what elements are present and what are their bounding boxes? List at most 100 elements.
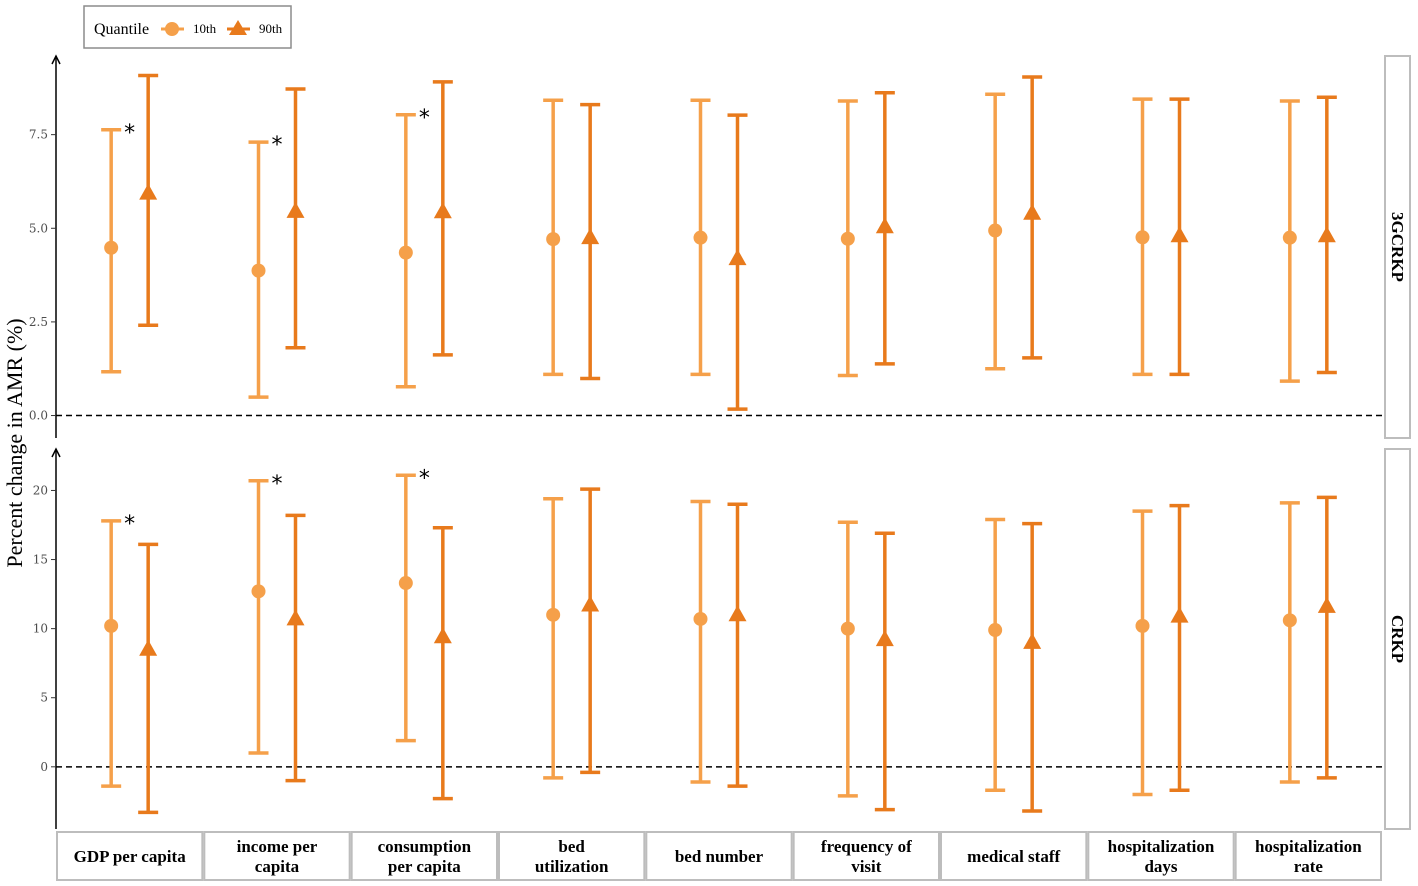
point-estimate-triangle [286, 609, 305, 626]
category-label-line: hospitalization [1108, 837, 1215, 856]
category-box [940, 831, 1088, 881]
category-box [1087, 831, 1235, 881]
category-label-line: utilization [535, 857, 609, 876]
errorbar-90th [1022, 521, 1043, 813]
category-label-line: rate [1294, 857, 1324, 876]
errorbar-10th [690, 499, 711, 784]
y-tick-label: 10 [33, 622, 48, 636]
panel-3GCRKP: 0.0 2.5 5.0 7.5 3GCRKP * * * [29, 54, 1411, 439]
strip-label: 3GCRKP [1388, 212, 1407, 282]
point-estimate-triangle [875, 217, 894, 234]
errorbar-90th [285, 87, 306, 350]
point-estimate-circle [840, 621, 855, 636]
point-estimate-triangle [1023, 203, 1042, 220]
significance-star: * [419, 466, 430, 491]
errorbar-90th [285, 513, 306, 783]
errorbar-10th [985, 92, 1006, 371]
category-strip: bed number [645, 831, 793, 881]
y-tick-label: 15 [33, 553, 48, 567]
point-estimate-circle [104, 618, 119, 633]
point-estimate-circle [693, 230, 708, 245]
legend: Quantile 10th 90th [83, 5, 292, 49]
category-label-line: per capita [388, 857, 461, 876]
category-label-line: capita [255, 857, 300, 876]
errorbar-90th [874, 531, 895, 812]
point-estimate-circle [104, 240, 119, 255]
panel-CRKP: 0 5 10 15 20 CRKP * * * [33, 447, 1411, 830]
errorbar-10th [1132, 509, 1153, 797]
errorbar-10th [395, 473, 416, 743]
y-tick-label: 5 [40, 691, 48, 705]
strip-label: CRKP [1388, 615, 1407, 663]
significance-star: * [419, 106, 430, 131]
significance-star: * [124, 512, 135, 537]
point-estimate-circle [693, 611, 708, 626]
errorbar-90th [874, 90, 895, 366]
errorbar-10th [1132, 97, 1153, 377]
errorbar-10th [248, 479, 269, 755]
point-estimate-circle [398, 245, 413, 260]
category-label-line: income per [237, 837, 318, 856]
legend-key-90th [227, 20, 250, 35]
point-estimate-circle [1282, 613, 1297, 628]
category-box [645, 831, 793, 881]
errorbar-90th [138, 542, 159, 815]
point-estimate-circle [1135, 230, 1150, 245]
point-estimate-triangle [1170, 606, 1189, 623]
y-tick-label: 0 [40, 760, 48, 774]
errorbar-10th [985, 517, 1006, 793]
category-label: bed number [675, 847, 764, 866]
legend-label-10th: 10th [193, 21, 217, 36]
point-estimate-triangle [1317, 226, 1336, 243]
errorbar-90th [432, 80, 453, 357]
category-box [203, 831, 351, 881]
y-axis-arrow-icon [51, 54, 61, 65]
errorbar-10th [248, 140, 269, 399]
panels: 0.0 2.5 5.0 7.5 3GCRKP * * * 0 5 10 15 20 CRKP * * * [29, 54, 1411, 830]
category-label-line: visit [851, 857, 882, 876]
point-estimate-circle [988, 623, 1003, 638]
legend-key-10th [161, 22, 184, 36]
category-strip: medical staff [940, 831, 1088, 881]
point-estimate-circle [251, 263, 266, 278]
y-tick-label: 2.5 [29, 315, 48, 329]
legend-label-90th: 90th [259, 21, 283, 36]
point-estimate-circle [988, 223, 1003, 238]
errorbar-90th [138, 73, 159, 328]
point-estimate-triangle [1170, 226, 1189, 243]
category-label-line: frequency of [821, 837, 912, 856]
errorbar-10th [101, 519, 122, 788]
category-label-line: bed [558, 837, 585, 856]
category-label-line: hospitalization [1255, 837, 1362, 856]
category-box [792, 831, 941, 881]
errorbar-10th [690, 98, 711, 377]
point-estimate-triangle [139, 639, 158, 656]
point-estimate-circle [546, 607, 561, 622]
point-estimate-triangle [433, 202, 452, 219]
errorbar-90th [1169, 503, 1190, 793]
point-estimate-circle [1135, 618, 1150, 633]
point-estimate-triangle [728, 605, 747, 622]
point-estimate-triangle [139, 183, 158, 200]
errorbar-90th [580, 487, 601, 775]
errorbar-90th [1169, 97, 1190, 377]
point-estimate-circle [398, 576, 413, 591]
category-box [350, 831, 498, 881]
category-strip: GDP per capita [56, 831, 204, 881]
point-estimate-circle [546, 232, 561, 247]
errorbar-10th [101, 128, 122, 374]
y-tick-label: 20 [33, 483, 48, 497]
errorbar-90th [580, 102, 601, 381]
errorbar-90th [1022, 75, 1043, 360]
errorbar-90th [727, 502, 748, 788]
point-estimate-circle [840, 231, 855, 246]
errorbar-10th [543, 496, 564, 780]
triangle-marker-icon [229, 20, 247, 35]
point-estimate-triangle [875, 630, 894, 647]
significance-star: * [272, 133, 283, 158]
